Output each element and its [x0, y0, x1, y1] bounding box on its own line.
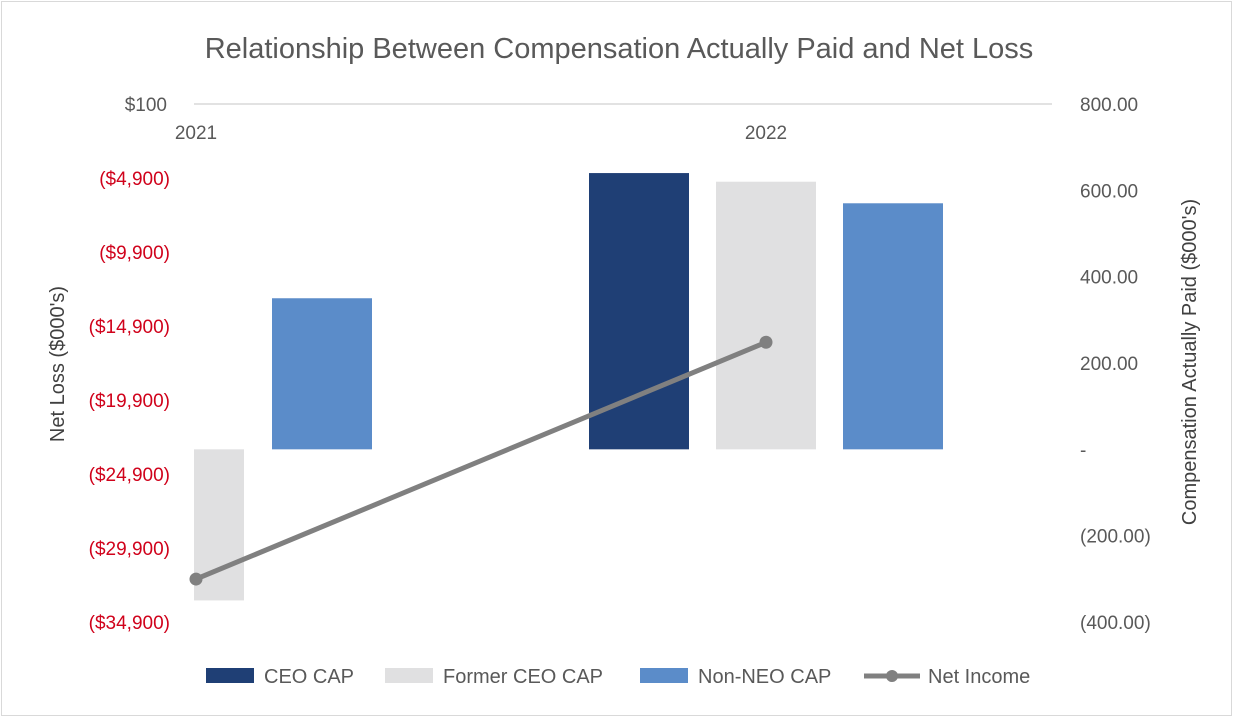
legend-label-non-neo-cap: Non-NEO CAP	[698, 666, 831, 688]
legend-label-ceo-cap: CEO CAP	[264, 666, 354, 688]
right-tick-label: (200.00)	[1080, 527, 1151, 548]
left-tick-label: $100	[125, 95, 167, 116]
right-tick-label: (400.00)	[1080, 613, 1151, 634]
left-axis-ticks: $100 ($4,900) ($9,900) ($14,900) ($19,900) ($…	[89, 95, 170, 634]
left-axis-title: Net Loss ($000's)	[47, 286, 69, 442]
category-label: 2022	[745, 123, 787, 144]
net-income-series	[189, 335, 773, 586]
left-tick-label: ($29,900)	[89, 539, 170, 560]
point-net-income-2022	[759, 335, 773, 349]
left-tick-label: ($4,900)	[99, 169, 170, 190]
left-tick-label: ($14,900)	[89, 317, 170, 338]
left-tick-label: ($9,900)	[99, 243, 170, 264]
chart-title: Relationship Between Compensation Actual…	[205, 33, 1034, 65]
category-labels: 2021 2022	[175, 123, 787, 144]
right-axis-ticks: 800.00 600.00 400.00 200.00 - (200.00) (400.00…	[1080, 95, 1151, 634]
bar-ceo-cap-2022	[589, 173, 689, 450]
right-tick-label: 800.00	[1080, 95, 1138, 116]
bar-former-ceo-cap-2022	[716, 181, 816, 450]
legend-label-net-income: Net Income	[928, 666, 1030, 688]
right-tick-label: 400.00	[1080, 268, 1138, 289]
line-net-income	[195, 339, 767, 582]
right-tick-label: 600.00	[1080, 181, 1138, 202]
bar-non-neo-cap-2021	[272, 298, 372, 450]
legend-label-former-ceo-cap: Former CEO CAP	[443, 666, 603, 688]
bars-group	[194, 173, 943, 601]
legend-swatch-non-neo-cap	[640, 668, 688, 683]
right-tick-label: -	[1080, 440, 1086, 461]
right-axis-title: Compensation Actually Paid ($000's)	[1179, 199, 1201, 525]
point-net-income-2021	[189, 572, 203, 586]
legend: CEO CAP Former CEO CAP Non-NEO CAP Net I…	[206, 666, 1030, 688]
left-tick-label: ($24,900)	[89, 465, 170, 486]
category-label: 2021	[175, 123, 217, 144]
right-tick-label: 200.00	[1080, 354, 1138, 375]
legend-swatch-ceo-cap	[206, 668, 254, 683]
legend-swatch-former-ceo-cap	[385, 668, 433, 683]
left-tick-label: ($19,900)	[89, 391, 170, 412]
legend-marker-net-income	[886, 670, 898, 682]
left-tick-label: ($34,900)	[89, 613, 170, 634]
bar-non-neo-cap-2022	[843, 203, 943, 450]
